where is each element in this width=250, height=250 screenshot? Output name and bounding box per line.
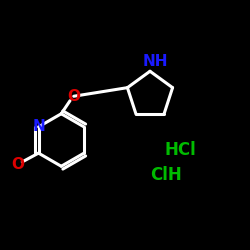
Text: ClH: ClH — [150, 166, 182, 184]
Text: N: N — [32, 120, 45, 134]
Text: HCl: HCl — [165, 141, 197, 159]
Text: O: O — [67, 89, 80, 104]
Text: NH: NH — [142, 54, 168, 69]
Text: O: O — [11, 157, 24, 172]
